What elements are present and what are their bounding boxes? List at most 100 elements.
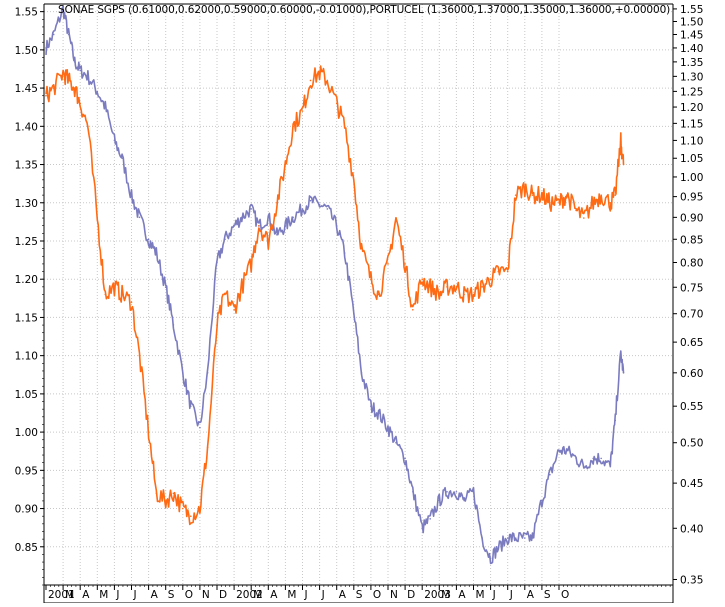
data-point — [404, 263, 406, 265]
data-point — [455, 490, 458, 493]
data-point — [62, 72, 64, 74]
data-point — [62, 8, 64, 10]
left-axis-tick-label: 1.45 — [15, 83, 38, 95]
x-axis-tick-label: S — [544, 589, 551, 601]
right-axis-tick-label: 0.75 — [680, 282, 703, 294]
right-axis-tick-label: 0.40 — [680, 523, 703, 535]
data-point — [614, 419, 617, 422]
data-point — [172, 324, 175, 326]
data-point — [549, 473, 551, 476]
data-point — [326, 79, 329, 82]
data-point — [404, 457, 406, 460]
chart-legend-text: SONAE SGPS (0.61000,0.62000,0.59000,0.60… — [58, 4, 671, 16]
data-point — [164, 500, 167, 502]
data-point — [241, 286, 243, 288]
data-point — [377, 293, 380, 296]
data-point — [250, 263, 252, 265]
data-point — [463, 293, 465, 296]
data-point — [96, 90, 99, 93]
data-point — [387, 263, 389, 265]
data-point — [276, 233, 278, 236]
data-point — [284, 163, 287, 166]
data-point — [622, 163, 625, 166]
data-point — [619, 353, 622, 355]
data-point — [421, 278, 424, 281]
data-point — [73, 61, 76, 63]
right-axis-tick-label: 0.95 — [680, 192, 703, 204]
data-point — [592, 457, 594, 460]
data-point — [549, 201, 551, 204]
data-point — [189, 405, 192, 407]
data-point — [45, 47, 47, 49]
x-axis-tick-label: M — [476, 589, 485, 601]
data-point — [438, 293, 441, 296]
series-line-portucel — [45, 65, 625, 526]
x-axis-tick-label: M — [99, 589, 108, 601]
data-point — [421, 527, 424, 530]
data-point — [189, 515, 192, 517]
right-axis-tick-label: 0.45 — [680, 478, 703, 490]
data-point — [558, 201, 560, 204]
right-axis-tick-label: 1.45 — [680, 29, 703, 41]
data-point — [472, 293, 475, 296]
data-point — [565, 449, 568, 452]
data-point — [472, 490, 475, 493]
data-point — [147, 431, 150, 433]
x-axis-tick-label: 2001 — [48, 589, 75, 601]
right-axis-tick-label: 0.90 — [680, 212, 703, 224]
data-point — [370, 405, 372, 407]
left-axis-tick-label: 1.00 — [15, 427, 38, 439]
data-point — [506, 537, 509, 539]
data-point — [353, 179, 355, 181]
data-point — [284, 225, 287, 227]
x-axis-tick-label: J — [321, 589, 325, 601]
data-point — [155, 252, 158, 254]
left-axis-tick-label: 0.85 — [15, 542, 38, 554]
data-point — [258, 224, 260, 227]
data-point — [565, 194, 568, 196]
data-point — [87, 125, 89, 128]
left-axis-tick-label: 0.90 — [15, 504, 38, 516]
right-axis-tick-label: 1.55 — [680, 4, 703, 16]
data-point — [497, 547, 500, 549]
x-axis-tick-label: J — [304, 589, 308, 601]
data-point — [541, 194, 543, 196]
left-axis-tick-label: 0.95 — [15, 465, 38, 477]
data-point — [104, 106, 107, 108]
data-point — [147, 238, 150, 241]
left-axis-tick-label: 1.25 — [15, 236, 38, 248]
x-axis-tick-label: M — [287, 589, 296, 601]
data-point — [335, 102, 338, 105]
data-point — [155, 492, 158, 495]
data-point — [531, 194, 534, 196]
x-axis-tick-label: O — [373, 589, 381, 601]
data-point — [575, 209, 577, 212]
right-axis-tick-label: 1.25 — [680, 86, 703, 98]
x-axis-tick-label: A — [270, 589, 278, 601]
right-axis-tick-label: 1.05 — [680, 153, 703, 165]
data-point — [541, 499, 543, 502]
data-point — [73, 87, 76, 89]
x-axis-tick-label: A — [458, 589, 466, 601]
data-point — [600, 194, 602, 196]
data-point — [241, 216, 243, 219]
data-point — [531, 537, 534, 539]
data-point — [233, 308, 235, 311]
right-axis-tick-label: 1.20 — [680, 102, 703, 114]
data-point — [370, 278, 372, 281]
data-point — [113, 286, 116, 288]
right-axis-tick-label: 1.10 — [680, 135, 703, 147]
left-axis-tick-label: 1.40 — [15, 121, 38, 133]
right-axis-tick-label: 1.35 — [680, 57, 703, 69]
data-point — [121, 157, 123, 160]
x-axis-tick-label: A — [527, 589, 535, 601]
data-point — [267, 240, 270, 242]
x-axis-tick-label: S — [168, 589, 175, 601]
data-point — [309, 79, 312, 82]
data-point — [250, 208, 252, 210]
x-axis-tick-label: N — [202, 589, 210, 601]
data-point — [377, 412, 380, 415]
data-point — [67, 79, 70, 82]
